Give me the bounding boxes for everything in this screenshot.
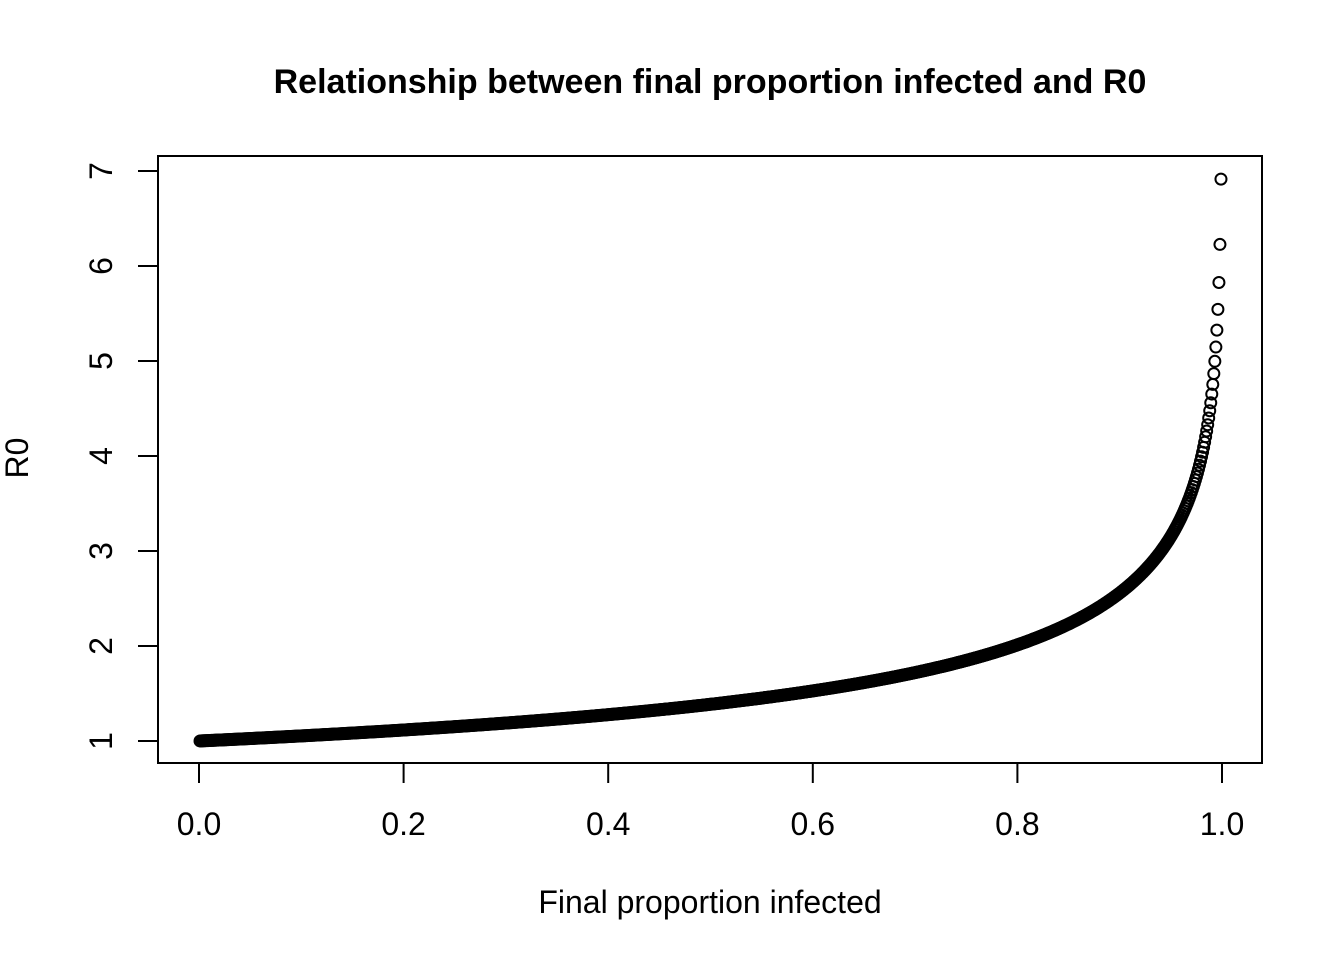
y-tick-label: 4 <box>83 447 119 465</box>
y-axis-ticks: 1 2 3 4 5 6 7 <box>83 162 158 750</box>
y-tick-label: 1 <box>83 732 119 750</box>
data-point <box>1211 302 1225 316</box>
data-point <box>1204 396 1218 410</box>
x-axis-label: Final proportion infected <box>538 884 881 920</box>
data-point <box>1207 367 1221 381</box>
x-tick-label: 1.0 <box>1200 806 1244 842</box>
plot-box <box>157 155 1263 764</box>
data-point <box>1199 430 1213 444</box>
data-point <box>1201 418 1215 432</box>
y-tick-label: 7 <box>83 162 119 180</box>
x-tick-label: 0.6 <box>791 806 835 842</box>
x-tick-label: 0.0 <box>177 806 221 842</box>
data-point <box>1213 237 1227 251</box>
data-point <box>1202 411 1216 425</box>
data-point <box>1205 387 1219 401</box>
chart-title: Relationship between final proportion in… <box>274 63 1147 101</box>
y-tick-label: 3 <box>83 542 119 560</box>
data-point <box>1214 172 1228 186</box>
y-tick-label: 6 <box>83 257 119 275</box>
data-point-series <box>193 172 1228 748</box>
data-point <box>1203 404 1217 418</box>
x-tick-label: 0.8 <box>995 806 1039 842</box>
data-point <box>1212 275 1226 289</box>
data-point <box>1200 424 1214 438</box>
data-point <box>1210 323 1224 337</box>
y-axis-label: R0 <box>0 438 35 479</box>
x-tick-label: 0.4 <box>586 806 630 842</box>
y-tick-label: 2 <box>83 637 119 655</box>
x-axis-ticks: 0.0 0.2 0.4 0.6 0.8 1.0 <box>177 763 1244 842</box>
y-tick-label: 5 <box>83 352 119 370</box>
x-tick-label: 0.2 <box>381 806 425 842</box>
data-point <box>1209 340 1223 354</box>
data-point <box>1208 354 1222 368</box>
